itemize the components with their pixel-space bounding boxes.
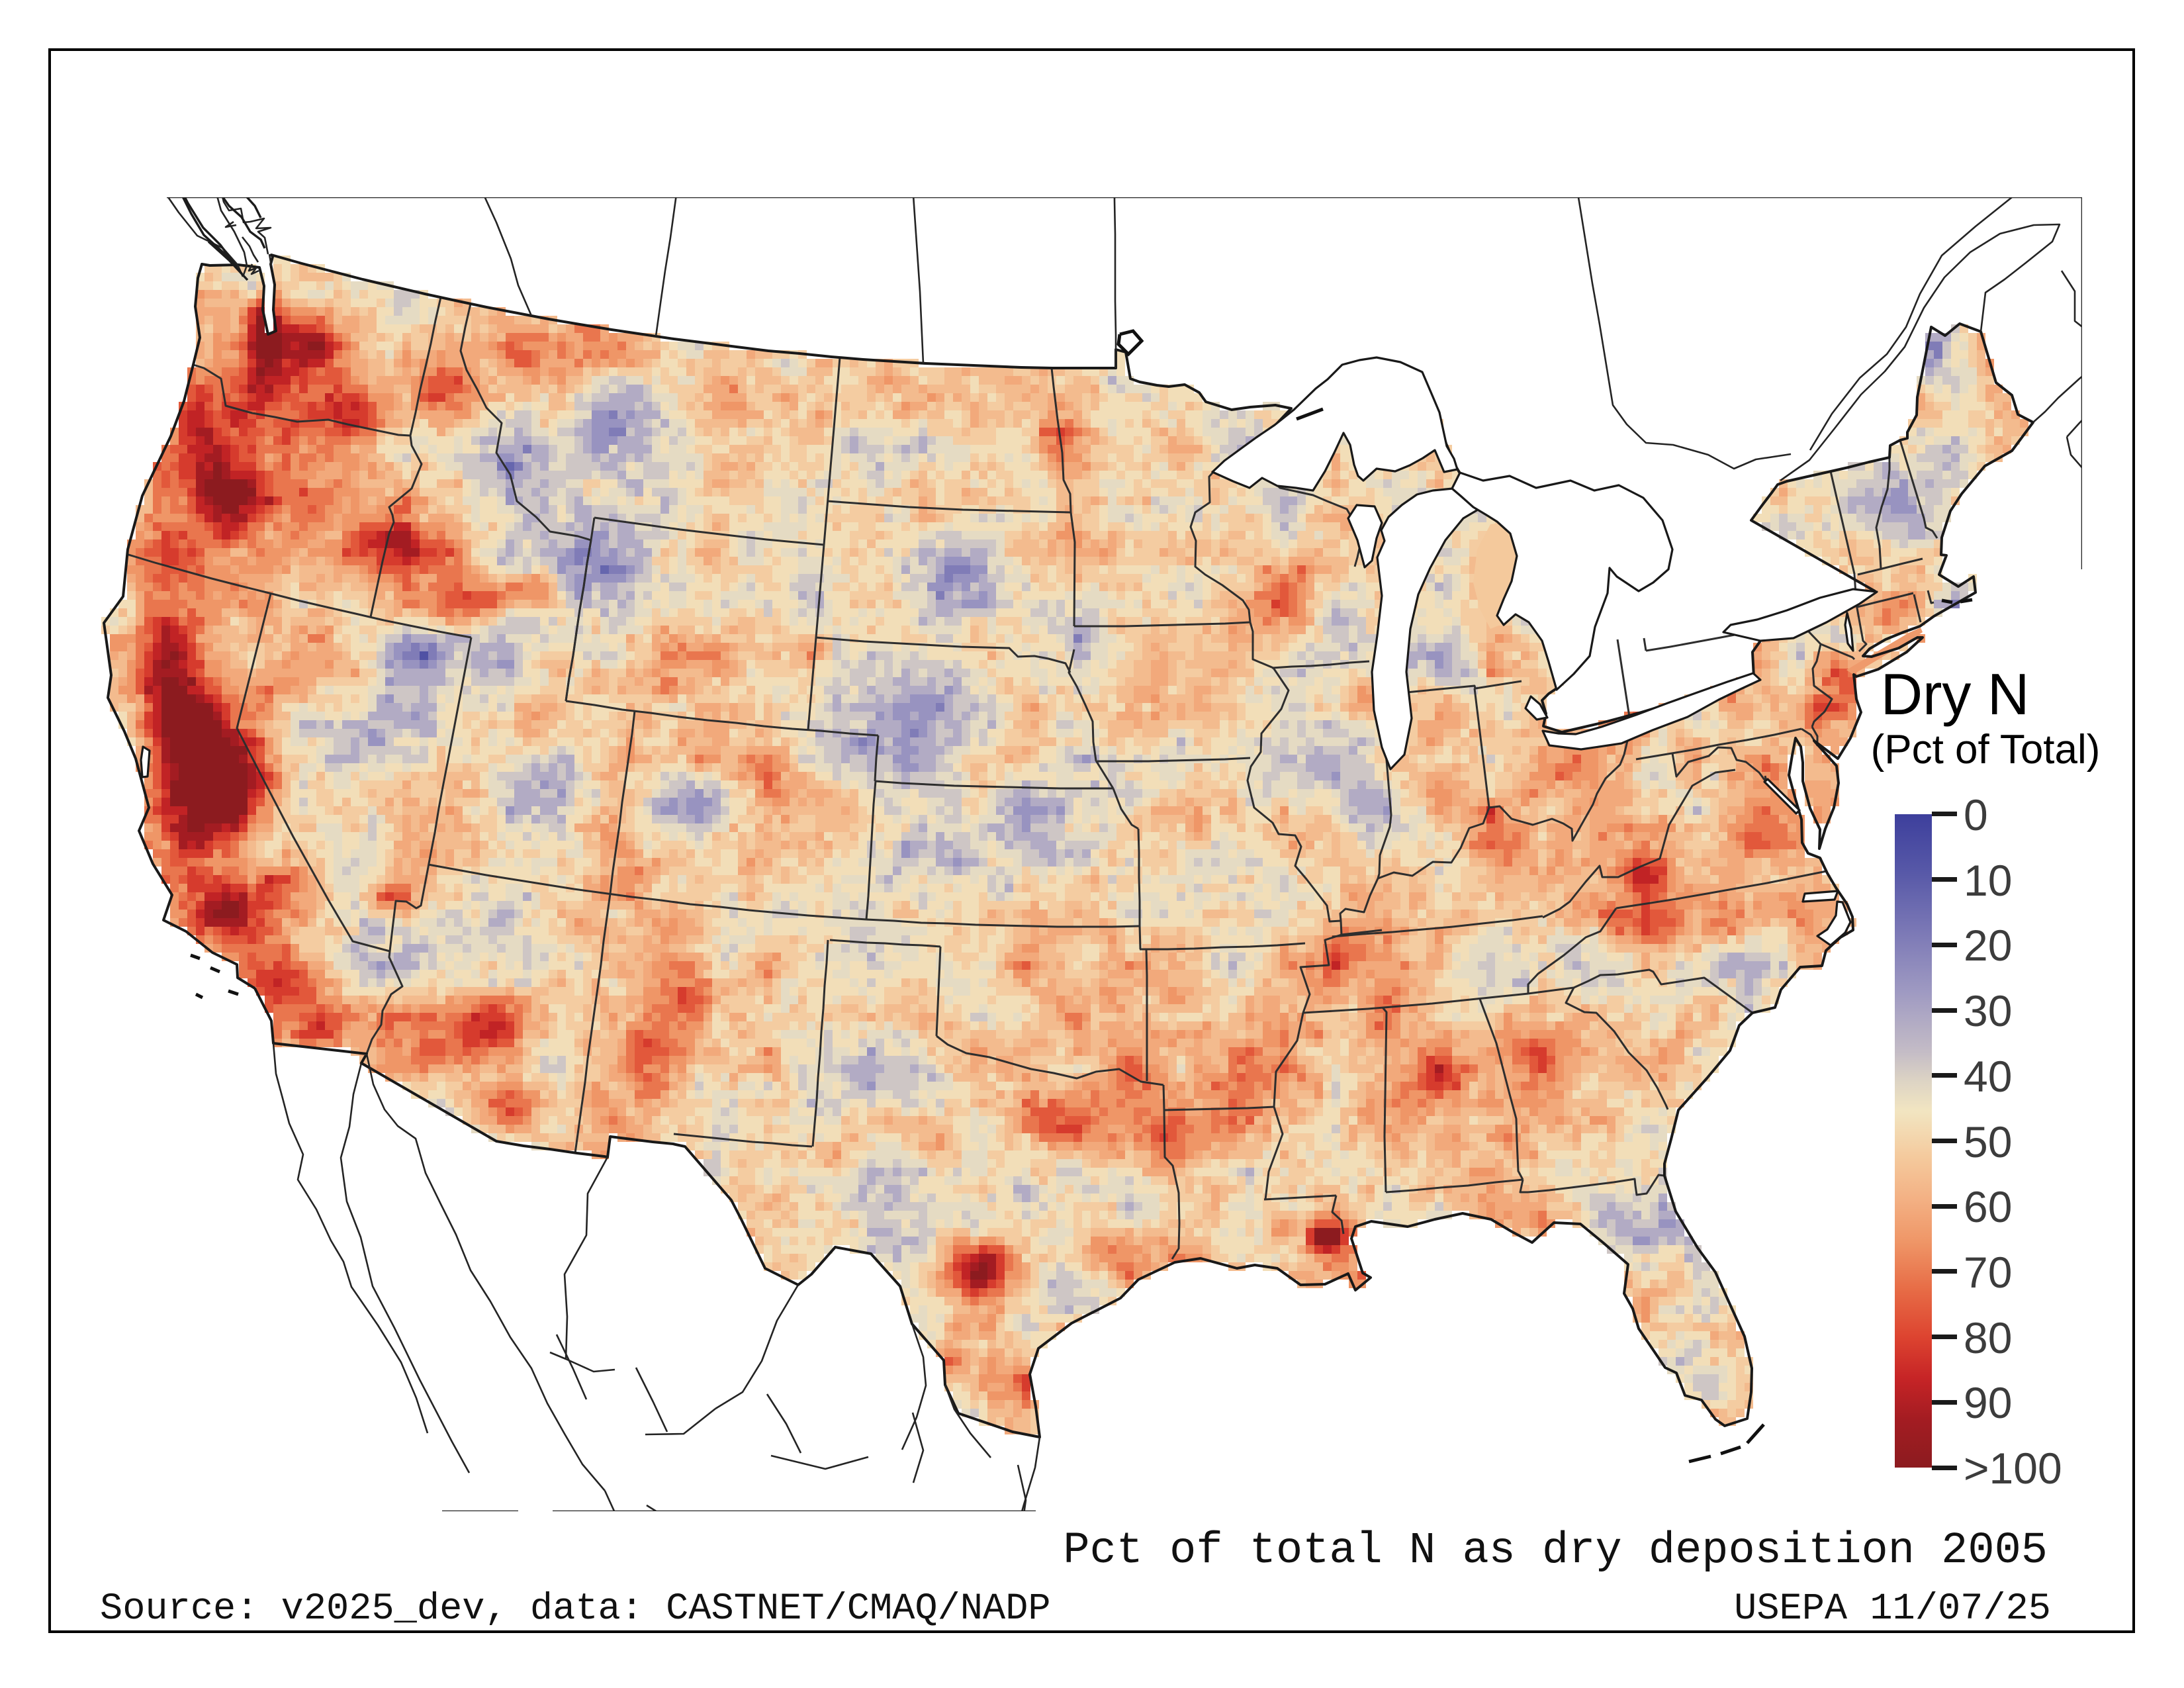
svg-text:Dry N: Dry N xyxy=(1881,661,2030,727)
svg-text:USEPA 11/07/25: USEPA 11/07/25 xyxy=(1734,1588,2051,1630)
svg-text:0: 0 xyxy=(1964,790,1988,839)
svg-text:50: 50 xyxy=(1964,1117,2012,1166)
svg-text:70: 70 xyxy=(1964,1248,2012,1297)
svg-text:60: 60 xyxy=(1964,1182,2012,1231)
svg-text:40: 40 xyxy=(1964,1052,2012,1101)
svg-text:Source: v2025_dev, data: CASTN: Source: v2025_dev, data: CASTNET/CMAQ/NA… xyxy=(100,1588,1051,1630)
svg-text:90: 90 xyxy=(1964,1378,2012,1427)
svg-text:Pct of total N as dry depositi: Pct of total N as dry deposition 2005 xyxy=(1063,1526,2048,1576)
svg-text:80: 80 xyxy=(1964,1313,2012,1362)
svg-text:20: 20 xyxy=(1964,921,2012,970)
svg-text:(Pct of Total): (Pct of Total) xyxy=(1871,727,2101,773)
svg-text:>100: >100 xyxy=(1964,1444,2062,1493)
svg-text:10: 10 xyxy=(1964,856,2012,905)
svg-text:30: 30 xyxy=(1964,986,2012,1035)
